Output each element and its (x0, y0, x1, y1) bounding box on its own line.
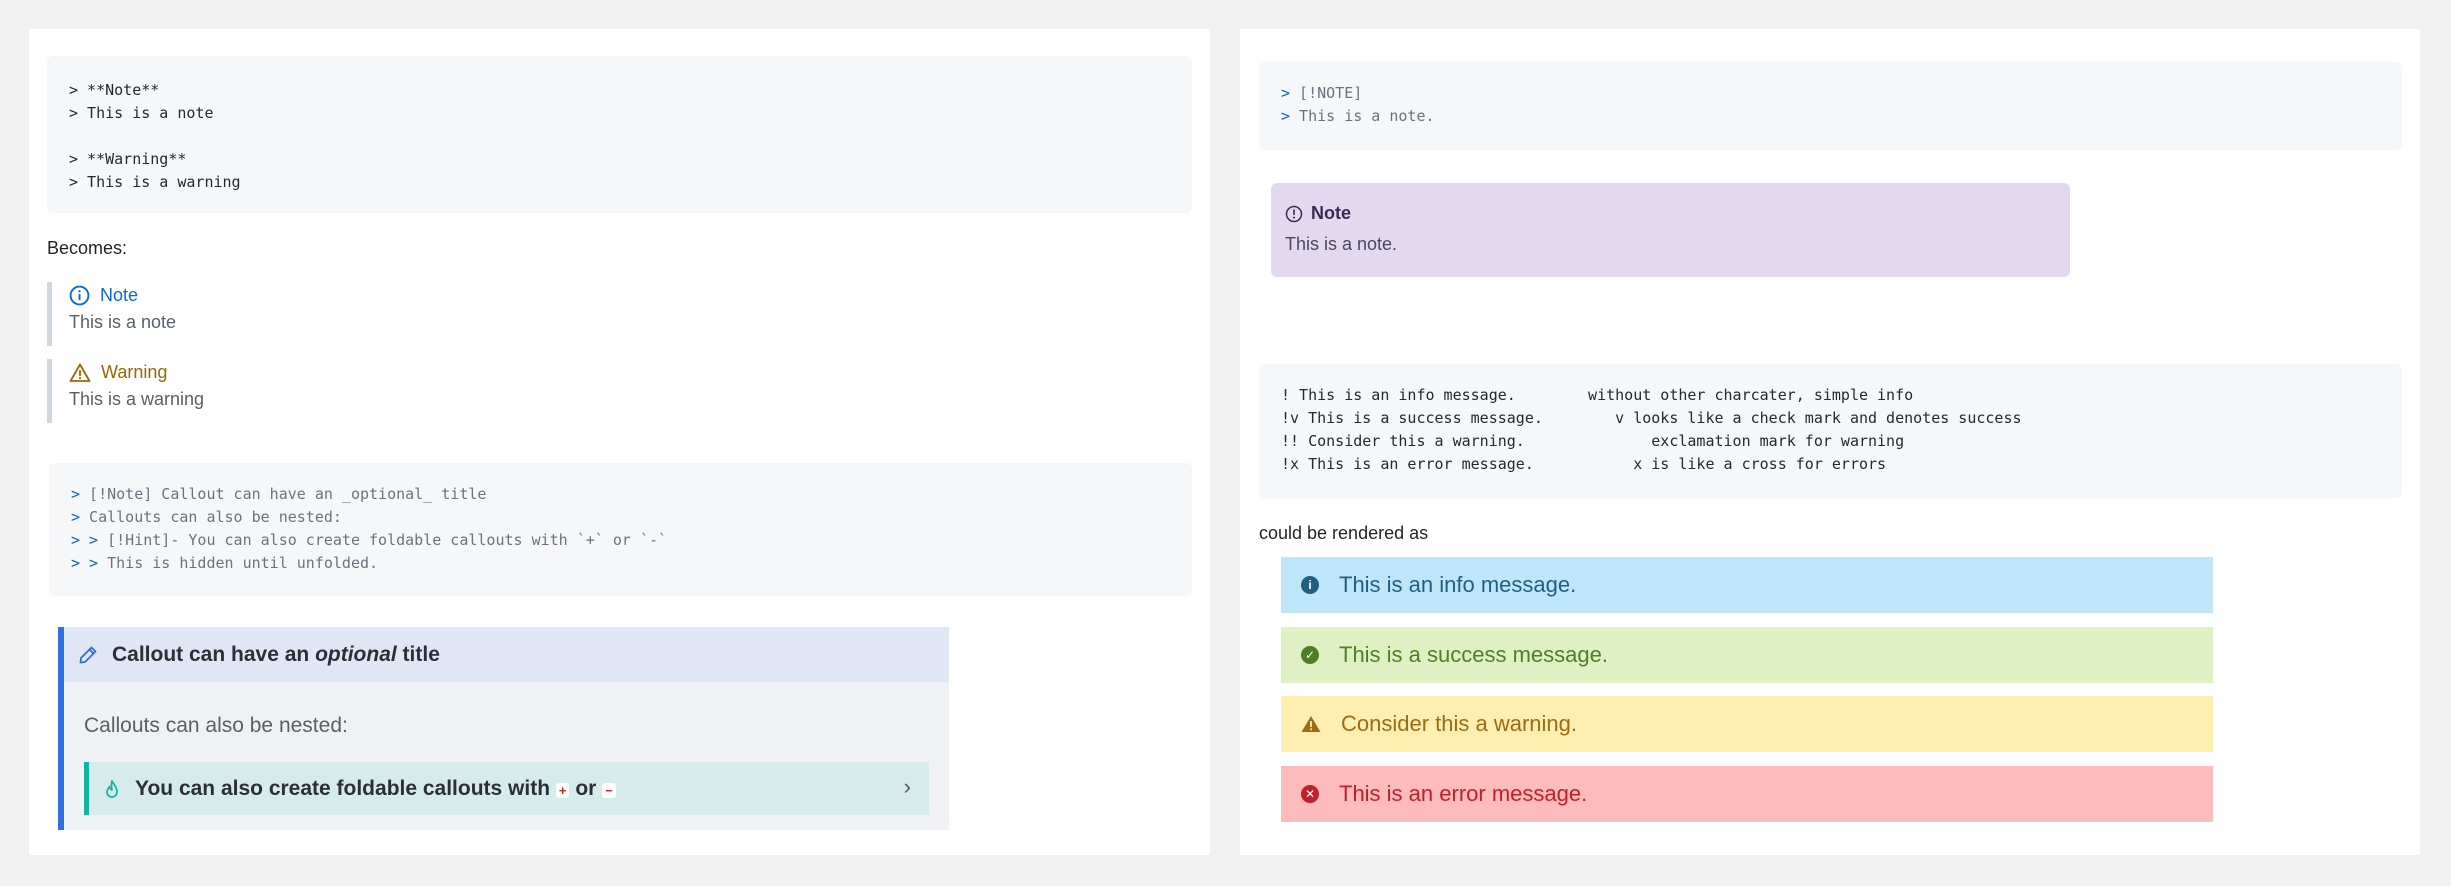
code-line: ! This is an info message. without other… (1281, 386, 1914, 404)
code-line: > **Warning** (69, 150, 187, 168)
code-block-gfm-quote: > **Note** > This is a note > **Warning*… (47, 56, 1192, 213)
warning-alert-text: Consider this a warning. (1341, 711, 1578, 736)
warning-alert: Consider this a warning. (1281, 696, 2213, 752)
obsidian-note-callout: Callout can have an optional title Callo… (58, 627, 949, 830)
error-circle-icon: ✕ (1301, 785, 1319, 803)
success-alert-text: This is a success message. (1339, 642, 1608, 667)
rendered-as-label: could be rendered as (1259, 523, 1429, 543)
code-line: > > [!Hint]- You can also create foldabl… (71, 531, 668, 549)
code-block-obsidian-callout: > [!Note] Callout can have an _optional_… (49, 463, 1192, 596)
becomes-label: Becomes: (47, 238, 128, 258)
rendered-note-body: This is a note. (1285, 234, 1398, 254)
code-line: > This is a warning (69, 173, 241, 191)
code-line: > This is a note. (1281, 107, 1435, 125)
code-line: > [!Note] Callout can have an _optional_… (71, 485, 487, 503)
foldable-hint-callout[interactable]: You can also create foldable callouts wi… (84, 762, 929, 815)
code-line: > [!NOTE] (1281, 84, 1363, 102)
info-alert-text: This is an info message. (1339, 572, 1577, 597)
rendered-note-title: Note (1285, 203, 2056, 224)
info-alert: i This is an info message. (1281, 557, 2213, 613)
pencil-icon (79, 646, 97, 663)
flame-icon (106, 779, 118, 798)
plus-code: + (555, 782, 570, 798)
code-line: > This is a note (69, 104, 214, 122)
warning-icon (69, 363, 91, 382)
obsidian-callout-title: Callout can have an optional title (64, 627, 949, 682)
obsidian-title-text: Callout can have an optional title (112, 642, 440, 666)
info-icon: i (1301, 576, 1319, 594)
warning-triangle-icon (1301, 716, 1321, 732)
note-title-text: Note (100, 284, 139, 305)
warning-title-text: Warning (101, 361, 168, 382)
warning-callout-title: Warning (69, 359, 204, 385)
chevron-right-icon[interactable]: › (903, 774, 911, 799)
code-line: !x This is an error message. x is like a… (1281, 455, 1887, 473)
error-alert: ✕ This is an error message. (1281, 766, 2213, 822)
code-line: > **Note** (69, 81, 160, 99)
code-block-note-syntax: > [!NOTE] > This is a note. (1259, 62, 2402, 150)
check-circle-icon: ✓ (1301, 646, 1319, 664)
info-circle-icon (1285, 205, 1303, 222)
success-alert: ✓ This is a success message. (1281, 627, 2213, 683)
code-line: > > This is hidden until unfolded. (71, 554, 379, 572)
right-panel: > [!NOTE] > This is a note. Note This is… (1240, 29, 2420, 855)
minus-code: − (602, 782, 616, 798)
code-block-alert-syntax: ! This is an info message. without other… (1259, 364, 2402, 498)
error-alert-text: This is an error message. (1339, 781, 1588, 806)
code-line: !! Consider this a warning. exclamation … (1281, 432, 1905, 450)
warning-body-text: This is a warning (69, 389, 205, 409)
left-panel: > **Note** > This is a note > **Warning*… (29, 29, 1210, 855)
note-callout-title: Note (69, 282, 176, 308)
warning-callout: Warning This is a warning (47, 359, 204, 423)
note-callout: Note This is a note (47, 282, 176, 346)
obsidian-body-text: Callouts can also be nested: (84, 714, 348, 737)
info-icon (69, 285, 90, 305)
foldable-callout-title: You can also create foldable callouts wi… (135, 777, 616, 801)
rendered-note-box: Note This is a note. (1271, 183, 2070, 277)
code-line: > Callouts can also be nested: (71, 508, 342, 526)
note-body-text: This is a note (69, 312, 177, 332)
code-line: !v This is a success message. v looks li… (1281, 409, 2022, 427)
